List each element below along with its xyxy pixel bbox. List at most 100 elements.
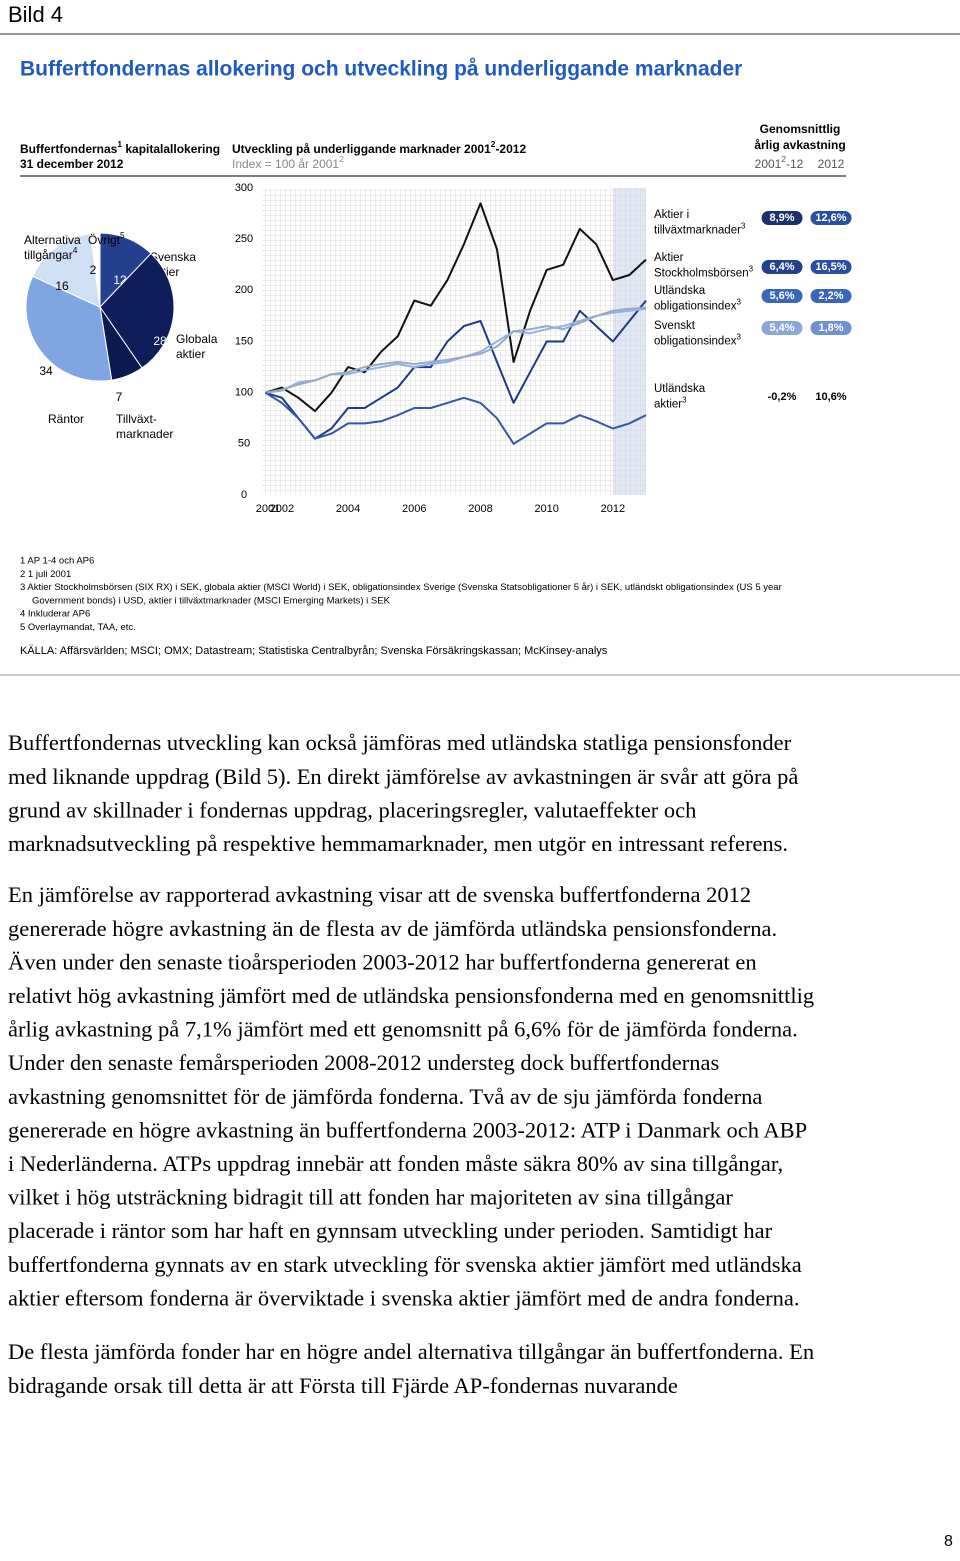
x-tick-label: 2001 xyxy=(256,503,280,515)
return-pill xyxy=(760,288,804,304)
pie-subtitle: 31 december 2012 xyxy=(20,157,124,171)
pie-slice xyxy=(25,275,113,382)
y-tick-label: 300 xyxy=(235,182,253,194)
footnote: 4 Inkluderar AP6 xyxy=(20,609,90,620)
x-tick-label: 2006 xyxy=(402,503,426,515)
text-part: Utveckling på underliggande marknader 20… xyxy=(232,142,491,156)
text-part: Aktier i xyxy=(654,209,689,221)
body-line: vilket i hög utsträckning bidragit till … xyxy=(8,1185,733,1210)
superscript: 5 xyxy=(120,230,125,240)
text-part: Utländska xyxy=(654,285,706,297)
body-line: buffertfonderna gynnats av en stark utve… xyxy=(8,1252,802,1277)
x-tick-label: 2004 xyxy=(336,503,360,515)
slice-label: Svenska xyxy=(150,250,196,264)
y-tick-label: 150 xyxy=(235,335,253,347)
body-line: bidragande orsak till detta är att Först… xyxy=(8,1373,678,1398)
text-part: obligationsindex xyxy=(654,301,737,313)
return-value: 5,4% xyxy=(769,322,794,334)
footnote: Government bonds) i USD, aktier i tillvä… xyxy=(32,595,391,606)
return-value: 10,6% xyxy=(815,391,846,403)
return-value: 8,9% xyxy=(769,212,794,224)
slice-label: aktier xyxy=(176,347,205,361)
legend-label: Utländska xyxy=(654,383,706,395)
body-line: De flesta jämförda fonder har en högre a… xyxy=(8,1339,814,1364)
text-part: tillgångar xyxy=(24,248,73,262)
body-line: med liknande uppdrag (Bild 5). En direkt… xyxy=(8,764,798,789)
legend-label: Stockholmsbörsen3 xyxy=(654,264,754,279)
return-pill xyxy=(809,259,853,275)
superscript: 4 xyxy=(73,245,78,255)
slice-label: Alternativa xyxy=(24,233,81,247)
superscript: 3 xyxy=(741,221,746,230)
slice-label: Globala xyxy=(176,332,218,346)
chart-title: Utveckling på underliggande marknader 20… xyxy=(232,139,526,156)
slice-value: 7 xyxy=(116,390,123,404)
text-part: Tillväxt- xyxy=(116,412,157,426)
page-label: Bild 4 xyxy=(8,2,63,27)
text-part: Buffertfondernas xyxy=(20,142,118,156)
superscript: 3 xyxy=(749,264,754,273)
legend-label: Svenskt xyxy=(654,320,696,332)
superscript: 1 xyxy=(117,139,122,149)
text-part: aktier xyxy=(176,347,205,361)
legend-label: aktier3 xyxy=(654,395,687,410)
y-tick-label: 250 xyxy=(235,233,253,245)
return-pill xyxy=(809,210,853,226)
slice-value: 2 xyxy=(90,263,97,277)
text-part: Svenska xyxy=(150,250,196,264)
slice-label: Räntor xyxy=(48,412,84,426)
body-line: Buffertfondernas utveckling kan också jä… xyxy=(8,730,792,755)
slice-value: 16 xyxy=(55,279,69,293)
slice-label: Tillväxt- xyxy=(116,412,157,426)
x-tick-label: 2010 xyxy=(534,503,558,515)
pie-slice xyxy=(90,232,101,308)
returns-title: årlig avkastning xyxy=(754,138,845,152)
superscript: 2 xyxy=(781,154,786,164)
footnote: 2 1 juli 2001 xyxy=(20,569,71,580)
body-line: årlig avkastning på 7,1% jämfört med ett… xyxy=(8,1017,798,1042)
return-value: 5,6% xyxy=(769,290,794,302)
text-part: 31 december 2012 xyxy=(20,157,124,171)
legend-label: Utländska xyxy=(654,285,706,297)
series-line xyxy=(265,299,647,440)
text-part: Aktier xyxy=(654,252,684,264)
superscript: 3 xyxy=(736,297,741,306)
slice-value: 34 xyxy=(39,364,53,378)
return-pill xyxy=(809,320,853,336)
superscript: 2 xyxy=(491,139,496,149)
text-part: 2001 xyxy=(755,157,782,171)
body-line: i Nederländerna. ATPs uppdrag innebär at… xyxy=(8,1151,783,1176)
text-part: marknader xyxy=(116,427,173,441)
superscript: 2 xyxy=(339,154,344,164)
slice-label: Övrigt5 xyxy=(88,230,125,247)
plot-grid xyxy=(262,188,646,495)
text-part: Alternativa xyxy=(24,233,81,247)
text-part: kapitalallokering xyxy=(122,142,220,156)
returns-column: 20012-12 xyxy=(755,154,804,171)
return-value: 2,2% xyxy=(818,290,843,302)
text-part: obligationsindex xyxy=(654,336,737,348)
return-value: 1,8% xyxy=(818,322,843,334)
body-line: genererade högre avkastning än de flesta… xyxy=(8,916,777,941)
source-note: KÄLLA: Affärsvärlden; MSCI; OMX; Datastr… xyxy=(20,645,608,657)
legend-label: Aktier i xyxy=(654,209,689,221)
text-part: aktier xyxy=(654,399,682,411)
superscript: 3 xyxy=(682,395,687,404)
return-value: 6,4% xyxy=(769,261,794,273)
body-line: En jämförelse av rapporterad avkastning … xyxy=(8,882,751,907)
body-line: aktier eftersom fonderna är överviktade … xyxy=(8,1285,800,1310)
footnote: 5 Overlaymandat, TAA, etc. xyxy=(20,622,136,633)
body-line: marknadsutveckling på respektive hemmama… xyxy=(8,831,788,856)
returns-title: Genomsnittlig xyxy=(760,122,841,136)
legend-label: Aktier xyxy=(654,252,684,264)
pie-slice xyxy=(99,252,175,369)
series-line xyxy=(265,202,647,413)
slice-label: marknader xyxy=(116,427,173,441)
body-line: relativt hög avkastning jämfört med de u… xyxy=(8,983,814,1008)
footnote: 3 Aktier Stockholmsbörsen (SIX RX) i SEK… xyxy=(20,582,782,593)
series-line xyxy=(265,306,647,394)
figure-title: Buffertfondernas allokering och utveckli… xyxy=(20,58,742,81)
body-line: Under den senaste femårsperioden 2008-20… xyxy=(8,1050,719,1075)
return-pill xyxy=(760,320,804,336)
